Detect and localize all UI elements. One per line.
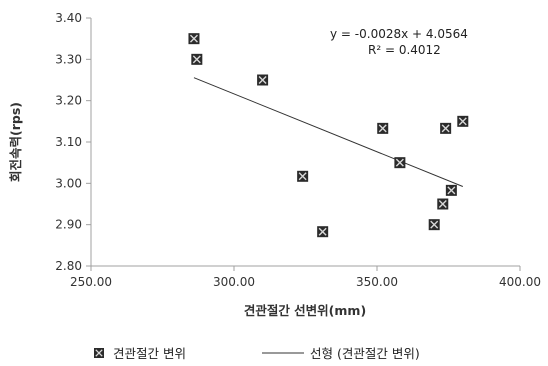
legend: 견관절간 변위 선형 (견관절간 변위)	[94, 346, 420, 361]
data-point	[317, 226, 329, 238]
y-tick-label: 3.30	[55, 52, 82, 66]
data-point	[457, 115, 469, 127]
data-points	[188, 33, 469, 238]
data-point	[445, 184, 457, 196]
data-point	[191, 53, 203, 65]
y-tick-label: 3.10	[55, 135, 82, 149]
data-point	[188, 33, 200, 45]
data-point	[394, 157, 406, 169]
x-tick-label: 350.00	[356, 275, 398, 289]
y-tick-label: 2.90	[55, 218, 82, 232]
data-point	[428, 219, 440, 231]
y-axis-title: 회전속력(rps)	[8, 102, 23, 182]
x-axis-title: 견관절간 선변위(mm)	[244, 303, 366, 318]
y-tick-label: 3.00	[55, 176, 82, 190]
y-tick-label: 2.80	[55, 259, 82, 273]
y-tick-label: 3.20	[55, 94, 82, 108]
data-point	[437, 198, 449, 210]
data-point	[440, 122, 452, 134]
x-tick-label: 400.00	[499, 275, 541, 289]
legend-label-series: 견관절간 변위	[113, 346, 186, 361]
trendline-r2: R² = 0.4012	[368, 43, 441, 57]
plot-area: 2.80 2.90 3.00 3.10 3.20 3.30 3.40 250.00 300.0…	[55, 11, 541, 289]
data-point	[377, 122, 389, 134]
trendline	[193, 77, 463, 187]
legend-label-trendline: 선형 (견관절간 변위)	[310, 346, 420, 361]
x-tick-label: 250.00	[70, 275, 112, 289]
data-point	[257, 74, 269, 86]
data-point	[297, 170, 309, 182]
x-axis-ticks: 250.00 300.00 350.00 400.00	[70, 266, 541, 289]
y-axis-ticks: 2.80 2.90 3.00 3.10 3.20 3.30 3.40	[55, 11, 91, 273]
trendline-equation: y = -0.0028x + 4.0564	[330, 27, 468, 41]
legend-marker-series	[94, 348, 104, 358]
x-tick-label: 300.00	[213, 275, 255, 289]
y-tick-label: 3.40	[55, 11, 82, 25]
